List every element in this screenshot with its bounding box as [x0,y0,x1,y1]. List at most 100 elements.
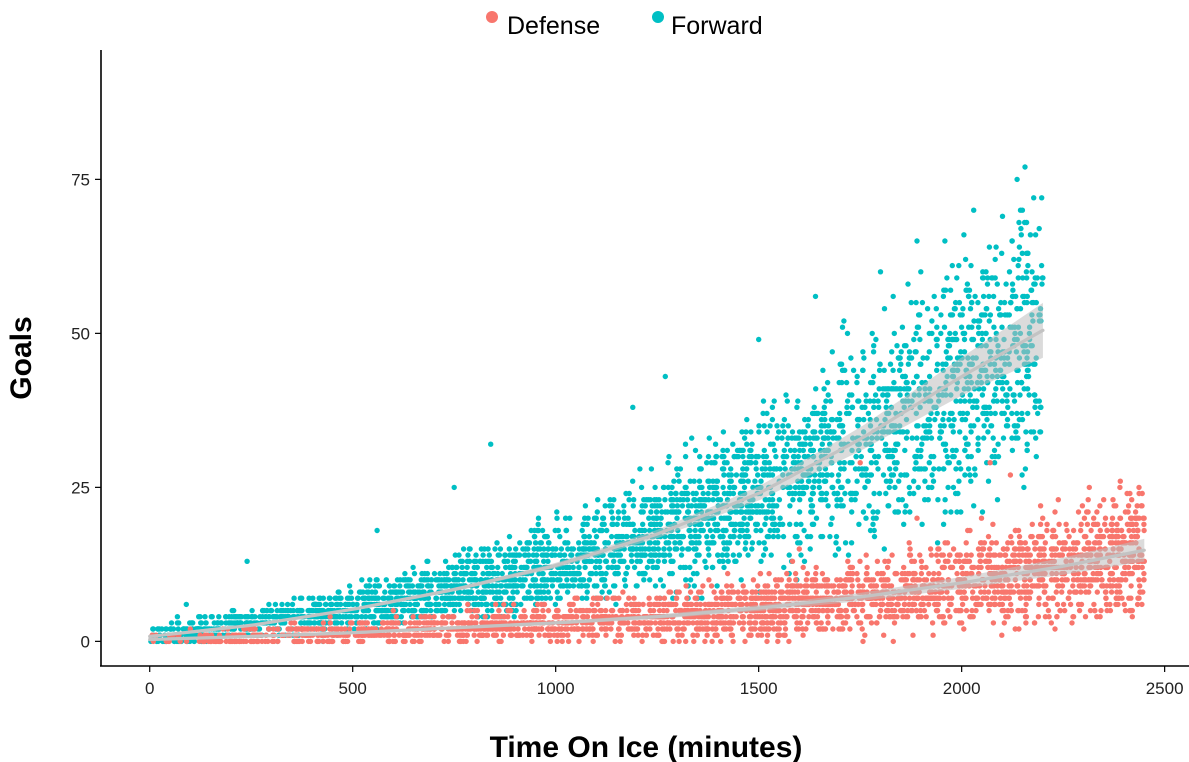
data-point-forward [982,312,988,318]
data-point-forward [798,521,804,527]
data-point-forward [883,404,889,410]
data-point-forward [673,490,679,497]
data-point-forward [733,472,740,478]
data-point-defense [792,570,799,577]
data-point-forward [1018,379,1025,386]
data-point-forward [983,269,989,275]
data-point-forward [875,398,881,404]
data-point-forward [871,490,877,497]
data-point-forward [919,441,925,447]
data-point-forward [838,497,844,503]
data-point-forward [872,453,878,460]
data-point-forward [728,478,734,484]
data-point-forward [622,583,629,589]
data-point-forward [653,564,659,571]
data-point-forward [354,601,360,608]
data-point-forward [733,558,739,564]
data-point-forward [572,577,578,583]
data-point-forward [532,540,539,546]
data-point-forward [795,540,801,546]
data-point-forward [812,293,819,300]
data-point-forward [714,583,720,589]
data-point-forward [369,589,375,595]
data-point-forward [820,367,826,373]
data-point-forward [808,497,814,503]
data-point-forward [844,404,850,410]
data-point-defense [945,595,952,601]
data-point-forward [480,558,486,564]
data-point-defense [519,614,526,620]
data-point-forward [994,281,1000,287]
data-point-defense [963,607,970,614]
data-point-forward [480,570,486,577]
data-point-forward [367,614,373,620]
data-point-forward [539,527,546,534]
data-point-forward [839,484,845,491]
data-point-forward [975,299,981,306]
data-point-defense [616,595,622,601]
data-point-forward [724,460,730,466]
data-point-forward [915,324,922,330]
data-point-forward [889,349,895,355]
data-point-forward [541,533,548,540]
data-point-forward [816,484,822,491]
data-point-forward [633,546,640,552]
data-point-forward [1021,299,1028,306]
data-point-forward [584,521,590,527]
data-point-forward [669,484,675,491]
data-point-forward [962,447,968,454]
data-point-defense [825,614,831,620]
data-point-forward [849,404,856,410]
data-point-defense [500,632,507,638]
data-point-defense [1053,589,1060,595]
data-point-defense [746,614,753,620]
data-point-forward [706,552,712,558]
data-point-forward [745,552,751,558]
data-point-forward [655,546,662,552]
data-point-forward [888,472,895,478]
data-point-forward [332,614,338,620]
data-point-defense [1102,521,1108,527]
data-point-forward [724,540,730,546]
data-point-forward [420,589,427,595]
data-point-forward [907,509,913,515]
data-point-defense [402,620,408,626]
data-point-defense [1132,533,1138,540]
data-point-forward [272,601,279,608]
data-point-defense [873,620,880,626]
data-point-defense [1117,478,1124,484]
data-point-forward [744,521,750,527]
data-point-forward [706,484,713,491]
data-point-forward [585,515,591,521]
data-point-forward [975,447,981,454]
data-point-forward [829,515,835,521]
data-point-forward [958,466,964,472]
data-point-forward [880,472,887,478]
data-point-defense [675,632,681,638]
data-point-forward [848,540,855,546]
data-point-forward [600,577,606,583]
data-point-defense [493,601,499,608]
data-point-forward [441,601,448,608]
data-point-forward [967,398,973,404]
data-point-forward [924,306,931,312]
data-point-forward [203,620,209,626]
data-point-forward [279,607,285,614]
data-point-forward [214,620,221,626]
data-point-defense [918,614,924,620]
data-point-forward [740,527,746,534]
data-point-forward [829,416,836,423]
data-point-forward [949,336,956,343]
data-point-forward [1034,275,1041,281]
data-point-forward [499,570,505,577]
data-point-forward [517,540,523,546]
data-point-forward [637,558,643,564]
data-point-forward [854,379,860,386]
data-point-forward [668,490,674,497]
data-point-defense [643,626,650,632]
data-point-forward [545,589,552,595]
data-point-forward [997,312,1003,318]
data-point-forward [1037,429,1043,435]
data-point-forward [480,552,486,558]
data-point-forward [776,521,783,527]
